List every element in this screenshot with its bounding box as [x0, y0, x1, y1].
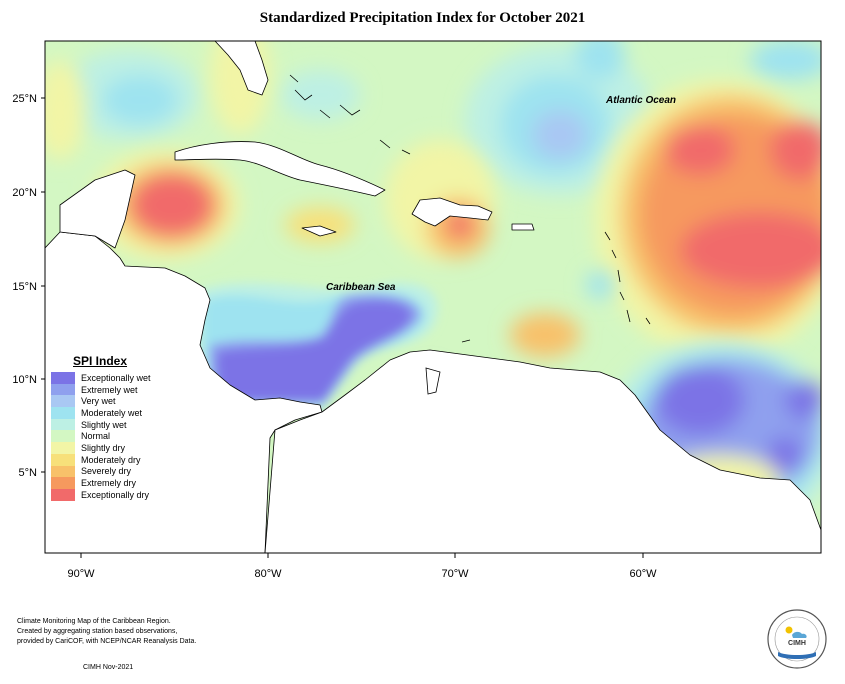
lat-tick-label: 5°N	[19, 467, 38, 479]
lon-ticks	[80, 553, 644, 558]
legend-swatch	[51, 488, 75, 501]
legend-swatch	[51, 465, 75, 478]
legend-label: Exceptionally wet	[81, 372, 151, 383]
legend-swatch	[51, 395, 75, 408]
lat-tick-label: 15°N	[12, 281, 37, 293]
lon-tick-label: 80°W	[254, 568, 282, 580]
legend-item: Extremely wet	[51, 383, 163, 396]
legend-items: Exceptionally wet Extremely wet Very wet Mo…	[51, 372, 163, 501]
footer-credits: Climate Monitoring Map of the Caribbean …	[17, 617, 196, 647]
map-title: Standardized Precipitation Index for Oct…	[259, 10, 586, 26]
legend-swatch	[51, 418, 75, 431]
legend-title: SPI Index	[73, 354, 128, 368]
caribbean-sea-label: Caribbean Sea	[326, 282, 396, 293]
legend-item: Normal	[51, 430, 163, 443]
footer-line: Created by aggregating station based obs…	[17, 628, 178, 635]
footer-date: CIMH Nov-2021	[83, 664, 134, 671]
legend-item: Slightly dry	[51, 442, 163, 454]
atlantic-ocean-label: Atlantic Ocean	[605, 95, 676, 106]
legend-label: Severely dry	[81, 466, 132, 477]
islands	[289, 74, 651, 395]
legend-label: Moderately wet	[81, 407, 143, 418]
legend-label: Moderately dry	[81, 454, 141, 465]
legend-item: Very wet	[51, 395, 163, 408]
legend-item: Moderately wet	[51, 407, 163, 419]
lat-ticks	[41, 97, 45, 473]
lon-tick-label: 70°W	[441, 568, 469, 580]
legend-item: Slightly wet	[51, 418, 163, 431]
legend-label: Slightly wet	[81, 419, 127, 430]
legend-item: Moderately dry	[51, 453, 163, 466]
lat-tick-label: 25°N	[12, 93, 37, 105]
lat-tick-label: 20°N	[12, 187, 37, 199]
legend-label: Very wet	[81, 396, 116, 407]
legend-swatch	[51, 453, 75, 466]
legend: SPI Index Exceptionally wet Extremely wet…	[51, 354, 163, 501]
legend-swatch	[51, 372, 75, 384]
sun-cloud-icon	[785, 626, 793, 634]
legend-item: Severely dry	[51, 465, 163, 478]
legend-label: Extremely dry	[81, 478, 137, 489]
legend-item: Exceptionally dry	[51, 488, 163, 501]
legend-item: Extremely dry	[51, 477, 163, 489]
legend-label: Normal	[81, 431, 111, 442]
legend-item: Exceptionally wet	[51, 372, 163, 384]
spi-field	[45, 41, 821, 553]
legend-swatch	[51, 383, 75, 396]
legend-label: Exceptionally dry	[81, 489, 150, 500]
land	[45, 41, 821, 553]
footer-line: provided by CariCOF, with NCEP/NCAR Rean…	[17, 638, 197, 645]
lat-tick-label: 10°N	[12, 374, 37, 386]
legend-swatch	[51, 442, 75, 454]
lon-tick-label: 60°W	[629, 568, 657, 580]
legend-label: Slightly dry	[81, 442, 126, 453]
logo-text: CIMH	[788, 640, 806, 647]
legend-swatch	[51, 407, 75, 419]
legend-swatch	[51, 430, 75, 443]
footer-line: Climate Monitoring Map of the Caribbean …	[17, 618, 171, 625]
cimh-logo: CIMH	[767, 609, 827, 669]
lon-tick-label: 90°W	[67, 568, 95, 580]
map-frame	[44, 40, 822, 554]
legend-label: Extremely wet	[81, 384, 138, 395]
legend-swatch	[51, 477, 75, 489]
